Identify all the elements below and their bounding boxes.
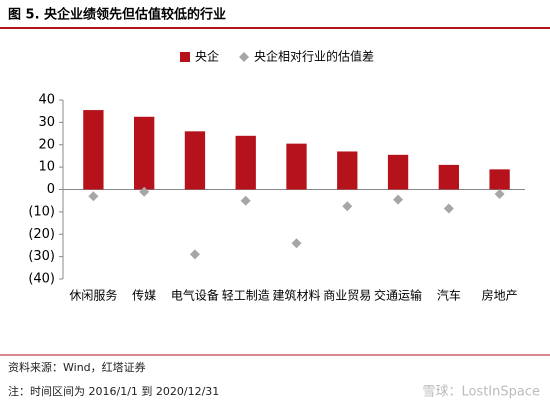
bar [438,164,459,190]
bar [134,116,155,190]
marker [88,191,99,202]
x-tick-label: 电气设备 [171,288,219,303]
bar [235,135,256,190]
x-tick-label: 休闲服务 [69,288,117,303]
marker [291,238,302,249]
x-tick-label: 商业贸易 [323,288,371,303]
y-tick-label: (10) [28,204,55,219]
marker [240,195,251,206]
watermark: 雪球：LostInSpace [422,385,540,400]
legend-label: 央企相对行业的估值差 [254,49,374,64]
legend-swatch [239,52,250,62]
bar [489,169,510,190]
marker [443,203,454,214]
marker [189,249,200,260]
x-tick-label: 房地产 [482,288,518,303]
bar [184,131,206,190]
bar [83,110,104,190]
marker [494,188,505,199]
y-tick-label: 30 [38,115,55,130]
chart-title: 图 5. 央企业绩领先但估值较低的行业 [8,7,226,23]
y-tick-label: (30) [28,249,55,264]
x-tick-label: 建筑材料 [272,288,320,303]
legend-swatch [180,52,190,62]
marker [139,186,150,197]
note: 注：时间区间为 2016/1/1 到 2020/12/31 [8,384,219,398]
source: 资料来源：Wind，红塔证券 [8,360,146,374]
bar [387,154,409,190]
bar [337,151,358,190]
x-tick-label: 交通运输 [374,288,422,303]
x-tick-label: 传媒 [132,288,156,303]
y-tick-label: (20) [28,227,55,242]
legend-label: 央企 [195,49,219,64]
x-tick-label: 汽车 [437,288,461,303]
y-tick-label: (40) [28,272,55,287]
y-tick-label: 40 [38,93,55,108]
marker [342,201,353,212]
y-tick-label: 0 [47,182,55,197]
bar [286,143,307,190]
y-tick-label: 10 [38,160,55,175]
y-tick-label: 20 [38,137,55,152]
x-tick-label: 轻工制造 [222,289,270,303]
marker [393,194,404,205]
